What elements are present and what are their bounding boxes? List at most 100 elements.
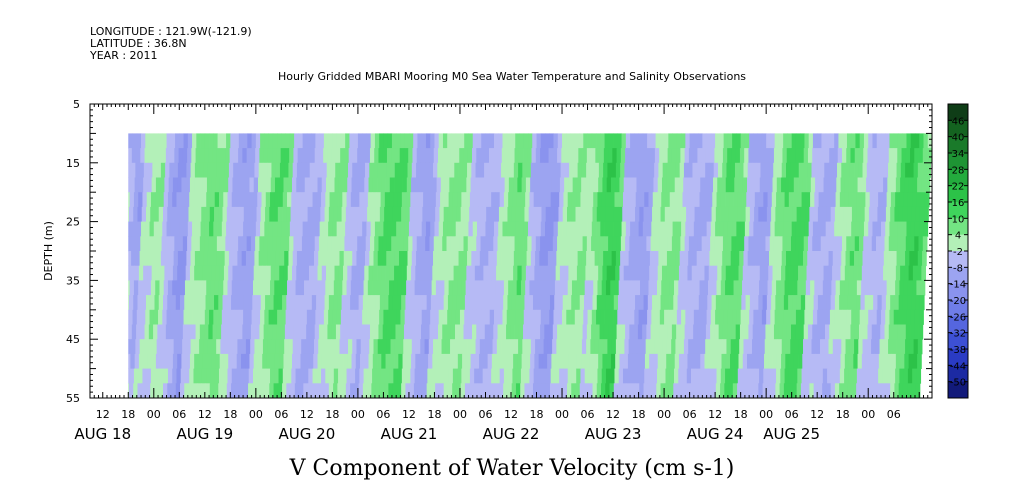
heatmap-cell (128, 353, 131, 369)
heatmap-cell (517, 265, 523, 281)
heatmap-cell (165, 148, 171, 164)
heatmap-cell (425, 148, 430, 164)
heatmap-cell (561, 324, 566, 340)
heatmap-cell (289, 148, 294, 164)
heatmap-cell (480, 148, 486, 164)
heatmap-cell (697, 324, 703, 340)
heatmap-cell (407, 251, 413, 267)
heatmap-cell (740, 221, 746, 237)
heatmap-cell (410, 280, 416, 296)
heatmap-cell (175, 206, 181, 222)
heatmap-cell (873, 368, 879, 384)
heatmap-cell (248, 295, 253, 311)
heatmap-cell (602, 265, 608, 281)
heatmap-cell (736, 221, 742, 237)
heatmap-cell (647, 295, 653, 311)
heatmap-cell (585, 177, 591, 193)
heatmap-cell (364, 353, 369, 369)
heatmap-cell (354, 206, 360, 222)
heatmap-cell (433, 251, 438, 267)
heatmap-cell (169, 339, 175, 355)
heatmap-cell (160, 162, 166, 178)
heatmap-cell (591, 309, 597, 325)
heatmap-cell (478, 280, 484, 296)
heatmap-cell (886, 368, 892, 384)
heatmap-cell (559, 368, 564, 384)
heatmap-cell (389, 280, 394, 296)
heatmap-cell (233, 339, 238, 355)
heatmap-cell (131, 148, 137, 164)
heatmap-cell (579, 133, 584, 149)
heatmap-cell (580, 280, 586, 296)
heatmap-cell (481, 221, 486, 237)
heatmap-cell (780, 368, 785, 384)
heatmap-cell (678, 368, 683, 384)
heatmap-cell (667, 324, 673, 340)
heatmap-cell (274, 177, 280, 193)
heatmap-cell (613, 133, 618, 149)
heatmap-cell (878, 265, 884, 281)
heatmap-cell (209, 295, 215, 311)
heatmap-cell (221, 133, 227, 149)
heatmap-cell (640, 353, 646, 369)
heatmap-cell (242, 148, 248, 164)
heatmap-cell (854, 162, 859, 178)
heatmap-cell (482, 192, 488, 208)
heatmap-cell (764, 177, 769, 193)
heatmap-cell (856, 192, 862, 208)
heatmap-cell (170, 324, 175, 340)
heatmap-cell (682, 192, 688, 208)
heatmap-cell (458, 339, 464, 355)
heatmap-cell (851, 206, 857, 222)
heatmap-cell (610, 192, 615, 208)
heatmap-cell (810, 368, 815, 384)
heatmap-cell (782, 324, 788, 340)
heatmap-cell (628, 162, 634, 178)
heatmap-cell (218, 280, 224, 296)
heatmap-cell (787, 221, 793, 237)
heatmap-cell (229, 148, 235, 164)
heatmap-cell (605, 206, 610, 222)
heatmap-cell (685, 309, 690, 325)
heatmap-cell (587, 221, 593, 237)
heatmap-cell (420, 162, 425, 178)
heatmap-cell (218, 206, 223, 222)
heatmap-cell (472, 221, 478, 237)
heatmap-cell (717, 251, 723, 267)
heatmap-cell (751, 251, 757, 267)
heatmap-cell (144, 236, 150, 252)
heatmap-cell (333, 192, 339, 208)
heatmap-cell (576, 353, 582, 369)
heatmap-cell (849, 265, 854, 281)
x-tick-label: 12 (504, 408, 518, 421)
heatmap-cell (610, 353, 616, 369)
heatmap-cell (392, 383, 398, 399)
heatmap-cell (552, 148, 558, 164)
x-tick-label: 00 (759, 408, 773, 421)
heatmap-cell (318, 148, 324, 164)
heatmap-cell (838, 221, 844, 237)
heatmap-cell (559, 280, 564, 296)
heatmap-cell (777, 339, 783, 355)
heatmap-cell (399, 236, 405, 252)
heatmap-cell (856, 368, 862, 384)
heatmap-cell (485, 221, 491, 237)
heatmap-cell (800, 221, 805, 237)
heatmap-cell (684, 324, 690, 340)
heatmap-cell (627, 280, 632, 296)
heatmap-cell (720, 280, 726, 296)
heatmap-cell (682, 280, 688, 296)
heatmap-cell (391, 148, 396, 164)
heatmap-cell (340, 324, 345, 340)
heatmap-cell (835, 192, 841, 208)
heatmap-cell (298, 221, 304, 237)
heatmap-cell (758, 295, 764, 311)
heatmap-cell (148, 339, 153, 355)
heatmap-cell (841, 324, 847, 340)
heatmap-cell (510, 236, 515, 252)
heatmap-cell (281, 309, 287, 325)
heatmap-cell (180, 192, 186, 208)
heatmap-cell (187, 133, 193, 149)
heatmap-cell (382, 339, 387, 355)
heatmap-cell (323, 309, 329, 325)
